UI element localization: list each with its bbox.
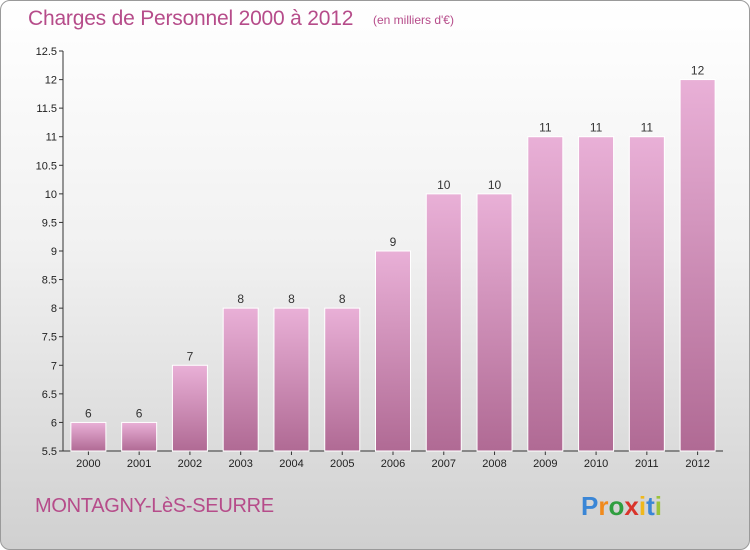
bar — [70, 421, 107, 452]
y-tick-label: 11 — [46, 132, 57, 144]
chart-subtitle: (en milliers d'€) — [373, 13, 454, 27]
bar — [578, 136, 615, 452]
bar — [628, 136, 665, 452]
bar-value-label: 9 — [390, 235, 397, 249]
y-tick-label: 9.5 — [42, 217, 57, 229]
proxiti-logo[interactable]: Proxiti — [579, 487, 699, 527]
y-tick-label: 12.5 — [36, 46, 57, 58]
bar — [527, 136, 564, 452]
x-tick-label: 2012 — [685, 458, 709, 470]
y-tick-label: 11.5 — [36, 103, 57, 115]
bar-value-label: 6 — [136, 406, 143, 420]
x-tick-label: 2000 — [76, 458, 100, 470]
bar-value-label: 11 — [641, 121, 654, 135]
y-tick-label: 10.5 — [36, 160, 57, 172]
y-tick-label: 8.5 — [42, 275, 57, 287]
bar-value-label: 6 — [85, 406, 92, 420]
y-tick-label: 8 — [51, 303, 57, 315]
x-tick-label: 2002 — [178, 458, 202, 470]
x-tick-label: 2005 — [330, 458, 354, 470]
bar — [121, 421, 158, 452]
y-tick-label: 6 — [51, 417, 57, 429]
y-tick-label: 9 — [51, 246, 57, 258]
bar-value-label: 8 — [237, 292, 244, 306]
y-tick-label: 7 — [51, 360, 57, 372]
bar — [171, 364, 208, 452]
x-tick-label: 2011 — [635, 458, 659, 470]
bar-value-label: 11 — [539, 121, 552, 135]
y-tick-label: 10 — [45, 189, 57, 201]
commune-name: MONTAGNY-LèS-SEURRE — [35, 495, 274, 517]
x-tick-label: 2001 — [127, 458, 151, 470]
bar-value-label: 12 — [691, 64, 705, 78]
bar — [222, 307, 259, 452]
bar — [476, 193, 513, 452]
svg-text:Proxiti: Proxiti — [581, 491, 662, 521]
bar — [273, 307, 310, 452]
x-tick-label: 2007 — [432, 458, 456, 470]
y-tick-label: 6.5 — [42, 389, 57, 401]
y-tick-label: 7.5 — [42, 332, 57, 344]
x-tick-label: 2010 — [584, 458, 608, 470]
chart-title: Charges de Personnel 2000 à 2012 — [28, 7, 354, 30]
bar-series — [70, 79, 716, 452]
bar-value-label: 10 — [488, 178, 502, 192]
y-tick-label: 5.5 — [42, 446, 57, 458]
x-tick-label: 2004 — [279, 458, 303, 470]
bar-value-label: 7 — [187, 349, 194, 363]
x-tick-label: 2006 — [381, 458, 405, 470]
y-tick-label: 12 — [45, 75, 57, 87]
bar — [324, 307, 361, 452]
bar-value-label: 11 — [590, 121, 603, 135]
data-labels: 6 6 7 8 8 8 9 10 10 11 11 11 12 — [85, 64, 705, 421]
bar — [375, 250, 411, 452]
x-tick-label: 2003 — [228, 458, 252, 470]
x-tick-label: 2008 — [482, 458, 506, 470]
bar — [679, 79, 716, 452]
bar-value-label: 8 — [339, 292, 346, 306]
bar-value-label: 10 — [437, 178, 451, 192]
bar-value-label: 8 — [288, 292, 295, 306]
x-tick-label: 2009 — [533, 458, 557, 470]
bar — [425, 193, 462, 452]
